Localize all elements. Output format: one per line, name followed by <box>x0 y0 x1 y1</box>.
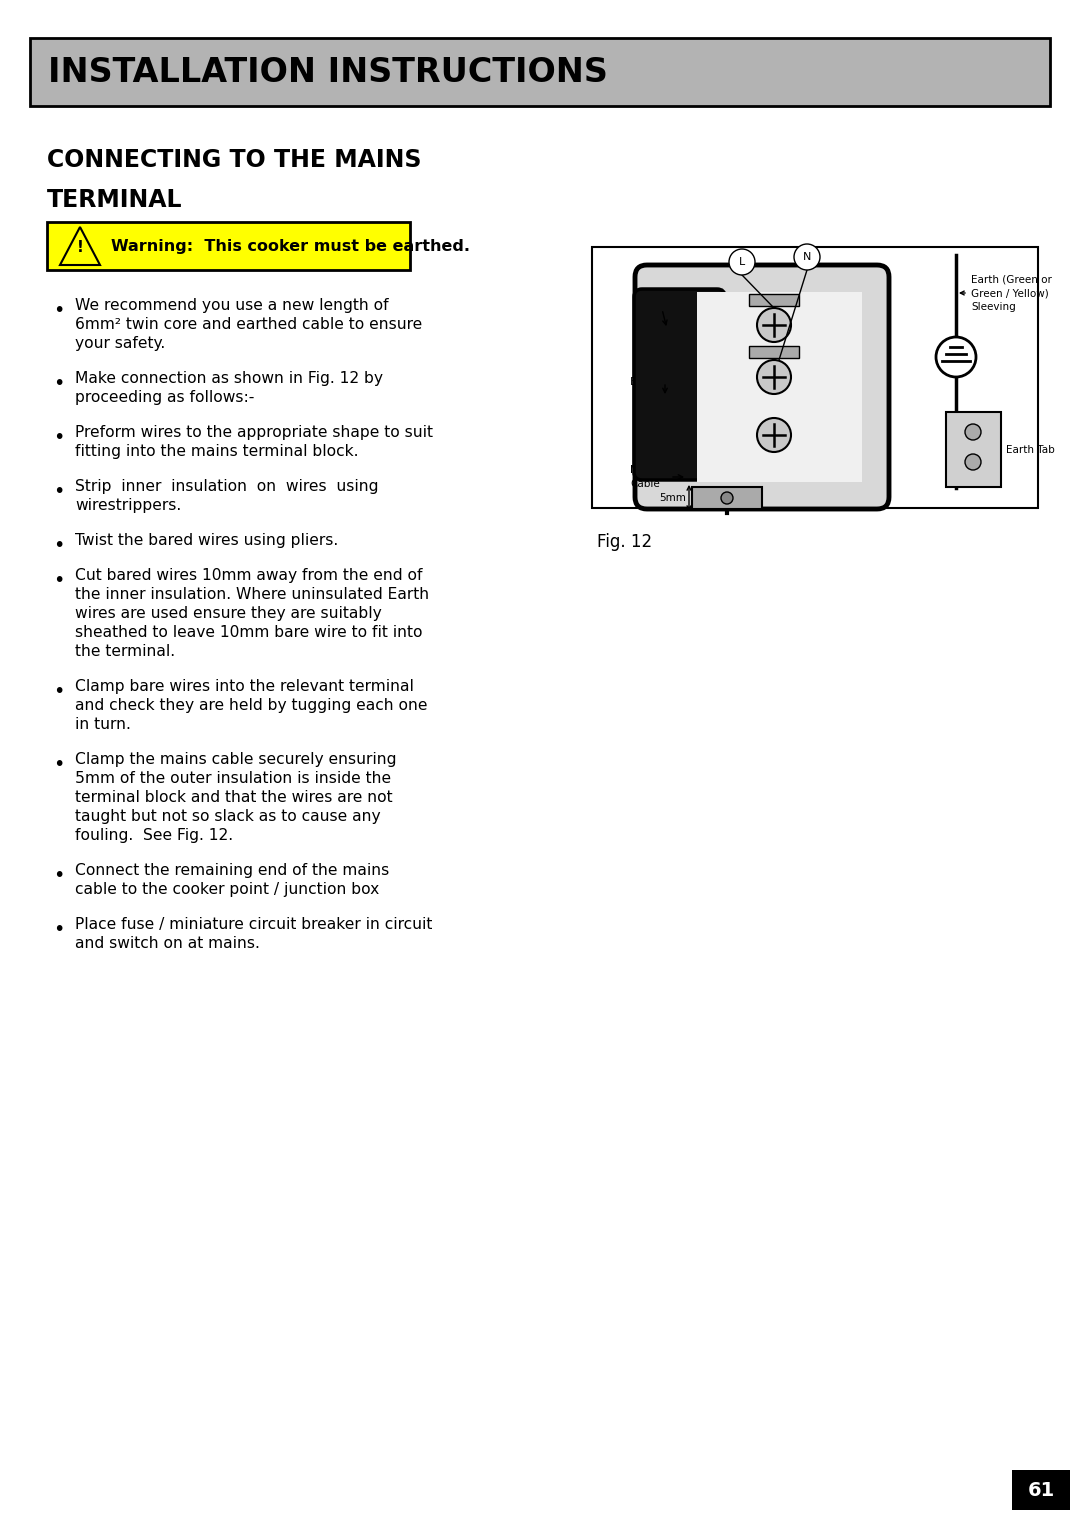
Text: N: N <box>802 252 811 261</box>
Text: Cut bared wires 10mm away from the end of: Cut bared wires 10mm away from the end o… <box>75 568 422 584</box>
Text: Warning:  This cooker must be earthed.: Warning: This cooker must be earthed. <box>111 238 470 254</box>
Text: fouling.  See Fig. 12.: fouling. See Fig. 12. <box>75 828 233 843</box>
Text: proceeding as follows:-: proceeding as follows:- <box>75 390 255 405</box>
Text: cable to the cooker point / junction box: cable to the cooker point / junction box <box>75 882 379 897</box>
Text: •: • <box>53 374 65 393</box>
Text: Cable: Cable <box>630 478 660 489</box>
Text: Connect the remaining end of the mains: Connect the remaining end of the mains <box>75 863 389 879</box>
Text: the terminal.: the terminal. <box>75 643 175 659</box>
Bar <box>30 38 1050 105</box>
Text: sheathed to leave 10mm bare wire to fit into: sheathed to leave 10mm bare wire to fit … <box>75 625 422 640</box>
Text: Mains: Mains <box>630 465 660 475</box>
Text: fitting into the mains terminal block.: fitting into the mains terminal block. <box>75 445 359 458</box>
Text: •: • <box>53 571 65 590</box>
Text: terminal block and that the wires are not: terminal block and that the wires are no… <box>75 790 393 805</box>
Text: INSTALLATION INSTRUCTIONS: INSTALLATION INSTRUCTIONS <box>48 55 608 89</box>
Text: •: • <box>53 866 65 885</box>
FancyBboxPatch shape <box>634 289 725 480</box>
Text: 5mm of the outer insulation is inside the: 5mm of the outer insulation is inside th… <box>75 772 391 785</box>
Circle shape <box>729 249 755 275</box>
Text: •: • <box>53 428 65 448</box>
Text: Green / Yellow): Green / Yellow) <box>971 287 1049 298</box>
Bar <box>697 292 862 481</box>
Text: 5mm: 5mm <box>659 494 686 503</box>
Text: Twist the bared wires using pliers.: Twist the bared wires using pliers. <box>75 533 338 549</box>
Text: Preform wires to the appropriate shape to suit: Preform wires to the appropriate shape t… <box>75 425 433 440</box>
Text: Earth (Green or: Earth (Green or <box>971 274 1052 284</box>
Circle shape <box>794 244 820 270</box>
Text: 61: 61 <box>1027 1481 1055 1499</box>
Text: Strip  inner  insulation  on  wires  using: Strip inner insulation on wires using <box>75 478 378 494</box>
Text: We recommend you use a new length of: We recommend you use a new length of <box>75 298 389 313</box>
Circle shape <box>757 361 791 394</box>
Text: Clamp bare wires into the relevant terminal: Clamp bare wires into the relevant termi… <box>75 678 414 694</box>
Text: wirestrippers.: wirestrippers. <box>75 498 181 513</box>
Text: the inner insulation. Where uninsulated Earth: the inner insulation. Where uninsulated … <box>75 587 429 602</box>
Text: Sleeving: Sleeving <box>971 303 1016 312</box>
Text: and switch on at mains.: and switch on at mains. <box>75 937 260 950</box>
Text: •: • <box>53 301 65 319</box>
Bar <box>592 248 1038 507</box>
Bar <box>750 293 799 306</box>
Circle shape <box>936 338 976 377</box>
Text: •: • <box>53 536 65 555</box>
Text: •: • <box>53 681 65 701</box>
Bar <box>750 345 799 358</box>
Text: Black: Black <box>630 377 660 387</box>
Text: Red: Red <box>634 304 656 313</box>
Text: •: • <box>53 920 65 940</box>
Bar <box>1012 1470 1070 1510</box>
Text: Fig. 12: Fig. 12 <box>597 533 652 552</box>
Text: and check they are held by tugging each one: and check they are held by tugging each … <box>75 698 428 714</box>
Circle shape <box>757 419 791 452</box>
Text: •: • <box>53 481 65 501</box>
Circle shape <box>721 492 733 504</box>
Text: Earth Tab: Earth Tab <box>1005 445 1055 455</box>
Text: in turn.: in turn. <box>75 717 131 732</box>
Bar <box>692 487 762 509</box>
Text: !: ! <box>77 240 83 255</box>
Circle shape <box>966 454 981 471</box>
Text: Place fuse / miniature circuit breaker in circuit: Place fuse / miniature circuit breaker i… <box>75 917 432 932</box>
Text: •: • <box>53 755 65 775</box>
Text: wires are used ensure they are suitably: wires are used ensure they are suitably <box>75 607 381 620</box>
FancyBboxPatch shape <box>635 264 889 509</box>
Text: Make connection as shown in Fig. 12 by: Make connection as shown in Fig. 12 by <box>75 371 383 387</box>
Text: L: L <box>739 257 745 267</box>
Text: CONNECTING TO THE MAINS: CONNECTING TO THE MAINS <box>48 148 421 173</box>
Bar <box>48 222 410 270</box>
Text: taught but not so slack as to cause any: taught but not so slack as to cause any <box>75 808 380 824</box>
Polygon shape <box>60 228 100 264</box>
Text: TERMINAL: TERMINAL <box>48 188 183 212</box>
Circle shape <box>757 309 791 342</box>
Text: your safety.: your safety. <box>75 336 165 351</box>
Bar <box>946 413 1001 487</box>
Circle shape <box>966 423 981 440</box>
Text: Clamp the mains cable securely ensuring: Clamp the mains cable securely ensuring <box>75 752 396 767</box>
Text: 6mm² twin core and earthed cable to ensure: 6mm² twin core and earthed cable to ensu… <box>75 316 422 332</box>
